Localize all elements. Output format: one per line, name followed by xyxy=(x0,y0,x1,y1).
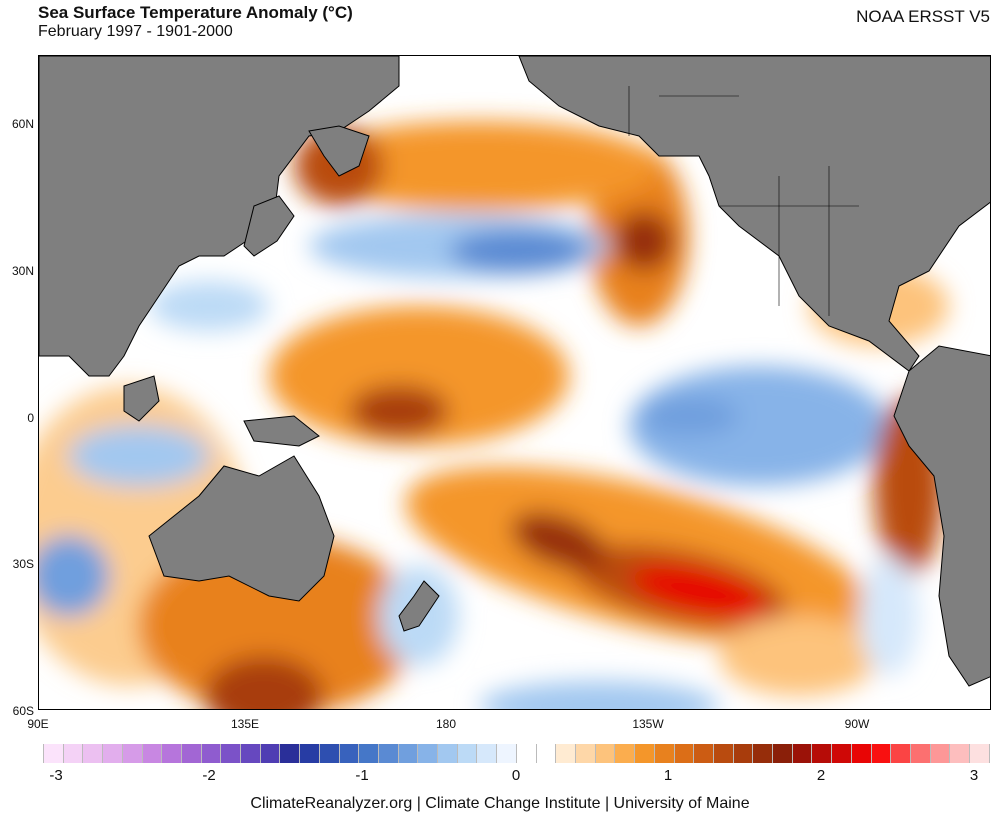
lon-label-90w: 90W xyxy=(844,717,870,731)
colorbar-swatch xyxy=(221,744,242,763)
colorbar-swatch xyxy=(950,744,971,763)
lat-label-30n: 30N xyxy=(11,264,34,278)
colorbar-swatch xyxy=(398,744,419,763)
colorbar-swatch xyxy=(773,744,793,763)
color-scale-bar xyxy=(43,744,990,763)
colorbar-swatch xyxy=(63,744,84,763)
map-title: Sea Surface Temperature Anomaly (°C) xyxy=(38,3,353,22)
colorbar-tick: 3 xyxy=(969,767,979,784)
colorbar-swatch xyxy=(753,744,774,763)
colorbar-swatch xyxy=(595,744,616,763)
colorbar-tick: 2 xyxy=(816,767,826,784)
colorbar-swatch xyxy=(181,744,202,763)
colorbar-tick: -2 xyxy=(202,767,216,784)
lat-label-60s: 60S xyxy=(12,704,34,718)
colorbar-swatch xyxy=(359,744,379,763)
colorbar-swatch xyxy=(43,744,64,763)
colorbar-swatch xyxy=(910,744,931,763)
colorbar-swatch xyxy=(713,744,734,763)
colorbar-swatch xyxy=(260,744,281,763)
colorbar-swatch xyxy=(674,744,695,763)
colorbar-swatch xyxy=(319,744,340,763)
colorbar-swatch xyxy=(536,744,557,763)
colorbar-tick: 0 xyxy=(511,767,521,784)
colorbar-swatch xyxy=(122,744,143,763)
colorbar-swatch xyxy=(812,744,833,763)
colorbar-swatch xyxy=(733,744,754,763)
colorbar-swatch xyxy=(516,744,537,763)
colorbar-swatch xyxy=(871,744,892,763)
colorbar-swatch xyxy=(457,744,478,763)
colorbar-swatch xyxy=(694,744,714,763)
colorbar-swatch xyxy=(832,744,852,763)
footer-credit: ClimateReanalyzer.org | Climate Change I… xyxy=(250,795,750,812)
colorbar-swatch xyxy=(575,744,596,763)
lat-label-60n: 60N xyxy=(11,117,34,131)
colorbar-swatch xyxy=(300,744,320,763)
colorbar-swatch xyxy=(438,744,458,763)
colorbar-swatch xyxy=(635,744,655,763)
map-subtitle: February 1997 - 1901-2000 xyxy=(38,23,233,40)
colorbar-swatch xyxy=(654,744,675,763)
lon-label-135e: 135E xyxy=(230,717,260,731)
colorbar-swatch xyxy=(497,744,517,763)
lon-label-135w: 135W xyxy=(632,717,664,731)
colorbar-swatch xyxy=(201,744,222,763)
lat-label-equator: 0 xyxy=(27,411,34,425)
lat-label-30s: 30S xyxy=(12,557,34,571)
lon-label-180: 180 xyxy=(435,717,457,731)
colorbar-swatch xyxy=(477,744,498,763)
colorbar-swatch xyxy=(930,744,951,763)
colorbar-swatch xyxy=(280,744,301,763)
sst-anomaly-map xyxy=(38,55,991,710)
colorbar-tick: -3 xyxy=(49,767,63,784)
colorbar-swatch xyxy=(241,744,261,763)
map-canvas xyxy=(39,56,990,709)
colorbar-swatch xyxy=(418,744,439,763)
colorbar-swatch xyxy=(83,744,104,763)
colorbar-swatch xyxy=(378,744,399,763)
colorbar-swatch xyxy=(970,744,990,763)
colorbar-tick: 1 xyxy=(663,767,673,784)
colorbar-swatch xyxy=(339,744,360,763)
colorbar-swatch xyxy=(851,744,872,763)
colorbar-swatch xyxy=(891,744,911,763)
colorbar-swatch xyxy=(556,744,576,763)
dataset-label: NOAA ERSST V5 xyxy=(856,7,990,26)
colorbar-tick: -1 xyxy=(355,767,369,784)
colorbar-swatch xyxy=(162,744,182,763)
colorbar-swatch xyxy=(142,744,163,763)
colorbar-swatch xyxy=(103,744,123,763)
colorbar-swatch xyxy=(615,744,636,763)
colorbar-swatch xyxy=(792,744,813,763)
lon-label-90e: 90E xyxy=(27,717,49,731)
